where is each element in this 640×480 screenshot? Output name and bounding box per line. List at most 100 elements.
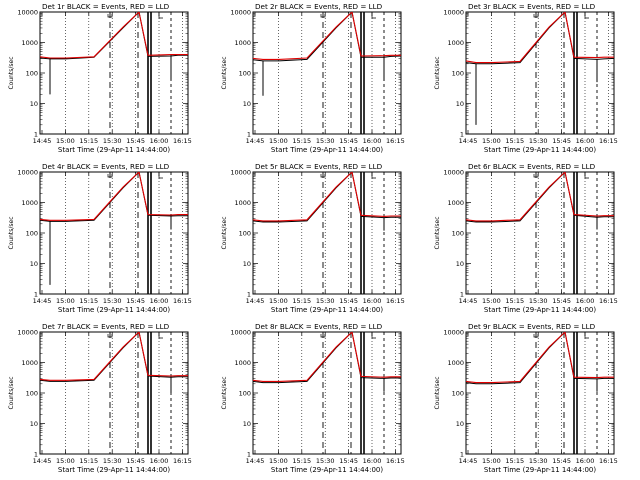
y-tick-label: 1 [247, 451, 251, 459]
x-tick-label: 15:30 [316, 137, 335, 145]
x-tick-label: 14:45 [33, 137, 52, 145]
panel-title: Det 6r BLACK = Events, RED = LLD [468, 162, 596, 171]
plot-frame [252, 331, 402, 455]
x-tick-label: 15:45 [552, 297, 571, 305]
panel-det-2: Det 2r BLACK = Events, RED = LLD Counts/s… [221, 2, 405, 154]
top-mark [320, 14, 326, 18]
series-line-lld [253, 172, 401, 222]
top-mark [533, 174, 539, 178]
y-tick-label: 100 [452, 70, 464, 78]
x-tick-label: 16:15 [386, 457, 405, 465]
panel-det-7: Det 7r BLACK = Events, RED = LLD Counts/s… [8, 322, 192, 474]
x-tick-label: 14:45 [33, 297, 52, 305]
y-tick-label: 10000 [17, 169, 38, 177]
x-axis-label: Start Time (29-Apr-11 14:44:00) [271, 466, 383, 474]
x-tick-label: 16:15 [173, 137, 192, 145]
top-mark [533, 334, 539, 338]
plot-frame [39, 171, 189, 295]
x-tick-label: 15:45 [339, 457, 358, 465]
x-tick-label: 15:30 [103, 297, 122, 305]
y-tick-label: 100 [239, 230, 251, 238]
x-tick-label: 15:30 [316, 297, 335, 305]
x-tick-label: 16:00 [576, 137, 595, 145]
y-tick-label: 1000 [21, 199, 38, 207]
panel-det-1: Det 1r BLACK = Events, RED = LLD Counts/s… [8, 2, 192, 154]
x-tick-label: 15:45 [126, 137, 145, 145]
x-axis-label: Start Time (29-Apr-11 14:44:00) [484, 306, 596, 314]
x-tick-label: 16:15 [599, 297, 618, 305]
y-tick-label: 1 [460, 451, 464, 459]
y-tick-label: 10 [456, 100, 464, 108]
x-tick-label: 15:00 [56, 297, 75, 305]
y-tick-label: 10000 [443, 9, 464, 17]
y-tick-label: 10 [456, 260, 464, 268]
panel-title: Det 7r BLACK = Events, RED = LLD [42, 322, 170, 331]
y-tick-label: 100 [26, 70, 38, 78]
top-mark [584, 13, 589, 19]
y-axis-label: Counts/sec [8, 216, 15, 249]
x-tick-label: 16:15 [599, 457, 618, 465]
y-tick-label: 1 [34, 291, 38, 299]
panel-det-5: Det 5r BLACK = Events, RED = LLD Counts/s… [221, 162, 405, 314]
y-tick-label: 10 [30, 260, 38, 268]
plot-frame [465, 11, 615, 135]
x-tick-label: 15:45 [126, 297, 145, 305]
y-tick-label: 1000 [21, 359, 38, 367]
x-tick-label: 15:15 [505, 137, 524, 145]
top-mark [158, 333, 163, 339]
top-mark [371, 333, 376, 339]
top-mark [584, 333, 589, 339]
y-tick-label: 1 [460, 131, 464, 139]
y-tick-label: 100 [239, 390, 251, 398]
top-mark [158, 13, 163, 19]
plot-frame [39, 331, 189, 455]
x-tick-label: 14:45 [459, 297, 478, 305]
series-line-events [40, 12, 188, 60]
x-tick-label: 15:30 [529, 457, 548, 465]
panel-title: Det 1r BLACK = Events, RED = LLD [42, 2, 170, 11]
panel-title: Det 2r BLACK = Events, RED = LLD [255, 2, 383, 11]
x-tick-label: 16:00 [576, 297, 595, 305]
y-tick-label: 1 [34, 451, 38, 459]
series-line-lld [40, 332, 188, 381]
x-tick-label: 16:00 [363, 297, 382, 305]
top-mark [158, 173, 163, 179]
y-tick-label: 10 [243, 260, 251, 268]
panel-title: Det 3r BLACK = Events, RED = LLD [468, 2, 596, 11]
series-line-lld [253, 12, 401, 60]
x-tick-label: 14:45 [246, 137, 265, 145]
x-tick-label: 15:30 [316, 457, 335, 465]
y-tick-label: 10000 [17, 329, 38, 337]
plot-frame [465, 331, 615, 455]
series-line-lld [466, 332, 614, 384]
plot-frame [252, 171, 402, 295]
panel-title: Det 5r BLACK = Events, RED = LLD [255, 162, 383, 171]
y-axis-label: Counts/sec [434, 376, 441, 409]
y-axis-label: Counts/sec [8, 56, 15, 89]
x-tick-label: 15:15 [79, 137, 98, 145]
y-axis-label: Counts/sec [221, 376, 228, 409]
series-line-lld [253, 332, 401, 382]
x-tick-label: 16:00 [576, 457, 595, 465]
x-tick-label: 15:15 [79, 457, 98, 465]
x-tick-label: 16:00 [150, 457, 169, 465]
x-tick-label: 14:45 [33, 457, 52, 465]
panel-det-6: Det 6r BLACK = Events, RED = LLD Counts/s… [434, 162, 618, 314]
y-tick-label: 100 [452, 230, 464, 238]
y-tick-label: 1000 [447, 199, 464, 207]
y-tick-label: 10000 [230, 169, 251, 177]
x-tick-label: 15:45 [126, 457, 145, 465]
series-line-lld [40, 172, 188, 221]
y-tick-label: 10000 [443, 329, 464, 337]
x-tick-label: 15:15 [292, 457, 311, 465]
panel-det-3: Det 3r BLACK = Events, RED = LLD Counts/s… [434, 2, 618, 154]
y-tick-label: 1000 [234, 359, 251, 367]
x-tick-label: 15:45 [552, 137, 571, 145]
x-tick-label: 14:45 [246, 457, 265, 465]
x-tick-label: 15:00 [56, 137, 75, 145]
x-tick-label: 16:15 [386, 137, 405, 145]
y-tick-label: 10 [456, 420, 464, 428]
y-tick-label: 1000 [447, 359, 464, 367]
x-tick-label: 16:00 [363, 137, 382, 145]
